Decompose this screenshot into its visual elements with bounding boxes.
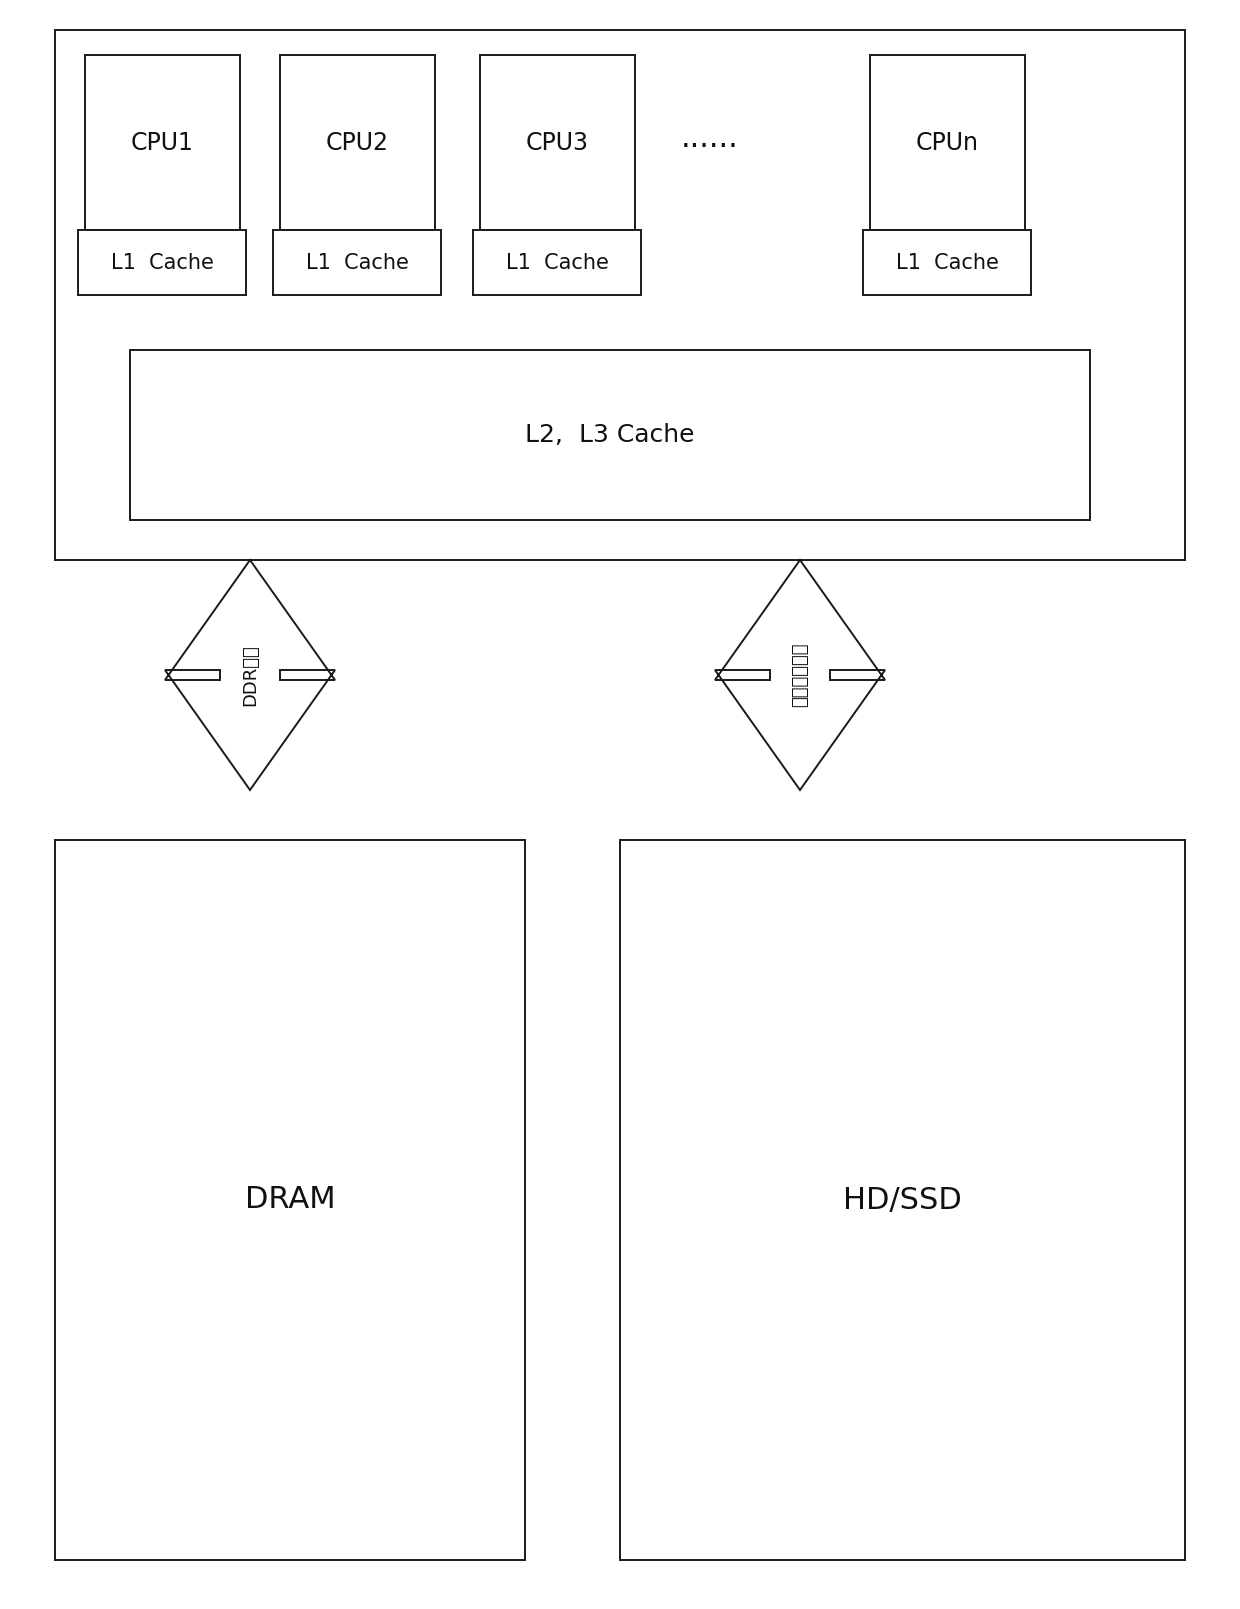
Text: CPU3: CPU3: [526, 130, 589, 154]
Text: L1  Cache: L1 Cache: [895, 253, 998, 272]
Text: DRAM: DRAM: [244, 1186, 335, 1215]
Text: CPU2: CPU2: [326, 130, 389, 154]
Bar: [480, 55, 635, 230]
Text: L1  Cache: L1 Cache: [305, 253, 408, 272]
Bar: [863, 230, 1030, 294]
Text: DDR接口: DDR接口: [241, 644, 259, 706]
Text: 外围设备接口: 外围设备接口: [791, 642, 808, 708]
Bar: [86, 55, 241, 230]
Bar: [55, 31, 1185, 560]
Bar: [78, 230, 246, 294]
Text: ......: ......: [681, 124, 739, 153]
Text: L1  Cache: L1 Cache: [506, 253, 609, 272]
Text: L1  Cache: L1 Cache: [110, 253, 213, 272]
Polygon shape: [715, 560, 885, 790]
Bar: [55, 840, 525, 1561]
Text: L2,  L3 Cache: L2, L3 Cache: [526, 423, 694, 447]
Bar: [273, 230, 441, 294]
Polygon shape: [165, 560, 335, 790]
Bar: [280, 55, 435, 230]
Bar: [472, 230, 641, 294]
Text: HD/SSD: HD/SSD: [843, 1186, 962, 1215]
Bar: [130, 351, 1090, 520]
Text: CPU1: CPU1: [131, 130, 193, 154]
Bar: [620, 840, 1185, 1561]
Text: CPUn: CPUn: [916, 130, 980, 154]
Bar: [870, 55, 1025, 230]
